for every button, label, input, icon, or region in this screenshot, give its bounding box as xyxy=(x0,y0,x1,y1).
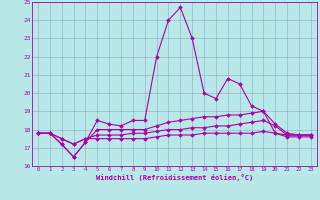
X-axis label: Windchill (Refroidissement éolien,°C): Windchill (Refroidissement éolien,°C) xyxy=(96,174,253,181)
